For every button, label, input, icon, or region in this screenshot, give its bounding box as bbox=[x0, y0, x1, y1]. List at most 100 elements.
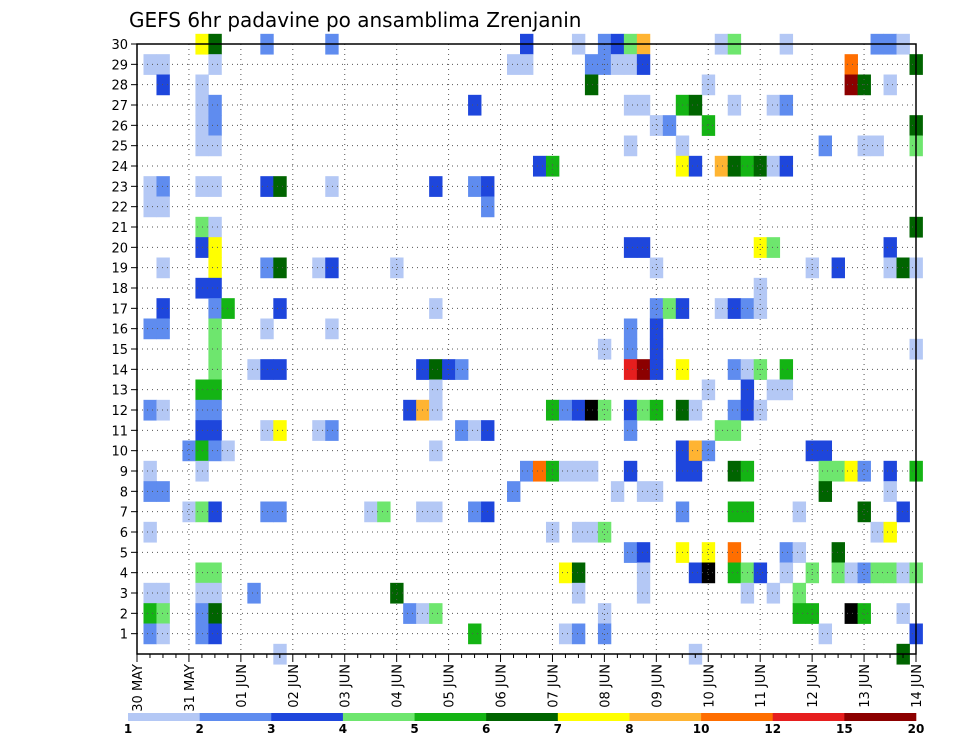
heatmap-cell bbox=[273, 359, 287, 380]
heatmap-cell bbox=[429, 176, 443, 197]
heatmap-cell bbox=[701, 440, 716, 462]
heatmap-cell bbox=[766, 582, 781, 604]
heatmap-cell bbox=[208, 135, 222, 157]
colorbar-swatch bbox=[271, 713, 344, 721]
x-tick-label: 14 JUN bbox=[910, 664, 925, 708]
heatmap-cell bbox=[818, 481, 833, 502]
colorbar-swatch bbox=[772, 713, 845, 721]
heatmap-cell bbox=[636, 54, 651, 75]
y-tick-label: 12 bbox=[111, 404, 128, 419]
colorbar-label: 20 bbox=[908, 722, 925, 736]
heatmap-cell bbox=[636, 582, 651, 604]
y-tick-label: 7 bbox=[120, 506, 128, 521]
heatmap-cell bbox=[883, 562, 897, 584]
heatmap-cell bbox=[844, 603, 858, 624]
heatmap-cell bbox=[208, 501, 222, 523]
x-tick-label: 11 JUN bbox=[754, 664, 769, 708]
x-axis-ticks: 30 MAY 31 MAY 01 JUN 02 JUN 03 JUN 04 JUN 05 J… bbox=[131, 654, 925, 712]
heatmap-cell bbox=[844, 562, 858, 584]
heatmap-cell bbox=[143, 399, 157, 421]
heatmap-cell bbox=[688, 460, 703, 482]
y-tick-label: 15 bbox=[111, 343, 128, 358]
colorbar-swatch bbox=[128, 713, 200, 721]
heatmap-cell bbox=[325, 420, 339, 441]
heatmap-cell bbox=[273, 501, 287, 523]
heatmap-cell bbox=[273, 298, 287, 319]
heatmap-cell bbox=[714, 298, 729, 319]
heatmap-cell bbox=[468, 420, 482, 441]
y-tick-label: 16 bbox=[111, 323, 128, 338]
heatmap-cell bbox=[584, 74, 599, 96]
heatmap-cell bbox=[727, 399, 742, 421]
heatmap-cell bbox=[208, 94, 222, 116]
heatmap-cell bbox=[247, 582, 261, 604]
heatmap-cell bbox=[623, 460, 638, 482]
heatmap-cell bbox=[753, 399, 768, 421]
heatmap-cell bbox=[584, 521, 599, 543]
heatmap-cell bbox=[247, 359, 261, 380]
heatmap-cell bbox=[208, 54, 222, 75]
heatmap-cell bbox=[792, 501, 807, 523]
heatmap-cell bbox=[208, 420, 222, 441]
x-tick-label: 05 JUN bbox=[443, 664, 458, 708]
heatmap-cell bbox=[273, 257, 287, 279]
heatmap-cell bbox=[571, 623, 586, 645]
heatmap-cell bbox=[727, 298, 742, 319]
x-tick-label: 31 MAY bbox=[183, 664, 198, 712]
heatmap-cell bbox=[156, 74, 170, 96]
colorbar-label: 12 bbox=[764, 722, 781, 736]
heatmap-cell bbox=[532, 460, 547, 482]
heatmap-cell bbox=[857, 135, 871, 157]
heatmap-cell bbox=[558, 562, 573, 584]
heatmap-cell bbox=[143, 54, 157, 75]
heatmap-cell bbox=[649, 298, 664, 319]
heatmap-cell bbox=[701, 562, 716, 584]
x-tick-label: 02 JUN bbox=[287, 664, 302, 708]
heatmap-cell bbox=[844, 54, 858, 75]
heatmap-cell bbox=[208, 582, 222, 604]
y-tick-label: 20 bbox=[111, 241, 128, 256]
heatmap-cell bbox=[455, 420, 469, 441]
heatmap-cell bbox=[208, 603, 222, 624]
colorbar-label: 7 bbox=[554, 722, 562, 736]
heatmap-cell bbox=[325, 176, 339, 197]
heatmap-cell bbox=[688, 399, 703, 421]
heatmap-cell bbox=[403, 399, 417, 421]
heatmap-cell bbox=[156, 481, 170, 502]
heatmap-cell bbox=[688, 562, 703, 584]
heatmap-cell bbox=[636, 399, 651, 421]
heatmap-cell bbox=[312, 257, 326, 279]
heatmap-cell bbox=[662, 115, 677, 136]
colorbar-swatch bbox=[557, 713, 630, 721]
heatmap-cell bbox=[429, 440, 443, 462]
heatmap-cell bbox=[792, 603, 807, 624]
heatmap-cell bbox=[844, 74, 858, 96]
colorbar-label: 4 bbox=[339, 722, 347, 736]
heatmap-cell bbox=[208, 115, 222, 136]
heatmap-cell bbox=[156, 623, 170, 645]
y-tick-label: 18 bbox=[111, 282, 128, 297]
heatmap-cell bbox=[831, 542, 845, 563]
y-tick-label: 30 bbox=[111, 38, 128, 53]
heatmap-cell bbox=[688, 440, 703, 462]
heatmap-cell bbox=[623, 338, 638, 360]
heatmap-cell bbox=[649, 115, 664, 136]
heatmap-cell bbox=[143, 318, 157, 340]
heatmap-cell bbox=[208, 176, 222, 197]
heatmap-cell bbox=[727, 420, 742, 441]
heatmap-cell bbox=[182, 501, 196, 523]
heatmap-cell bbox=[143, 623, 157, 645]
heatmap-cell bbox=[714, 420, 729, 441]
heatmap-cell bbox=[623, 94, 638, 116]
heatmap-cell bbox=[208, 623, 222, 645]
heatmap-cell bbox=[883, 460, 897, 482]
heatmap-cell bbox=[208, 216, 222, 238]
heatmap-cell bbox=[325, 318, 339, 340]
heatmap-cell bbox=[818, 623, 833, 645]
heatmap-cell bbox=[636, 359, 651, 380]
y-tick-label: 3 bbox=[120, 587, 128, 602]
heatmap-cell bbox=[623, 237, 638, 258]
heatmap-cell bbox=[532, 155, 547, 177]
heatmap-cell bbox=[896, 562, 910, 584]
heatmap-cell bbox=[831, 257, 845, 279]
